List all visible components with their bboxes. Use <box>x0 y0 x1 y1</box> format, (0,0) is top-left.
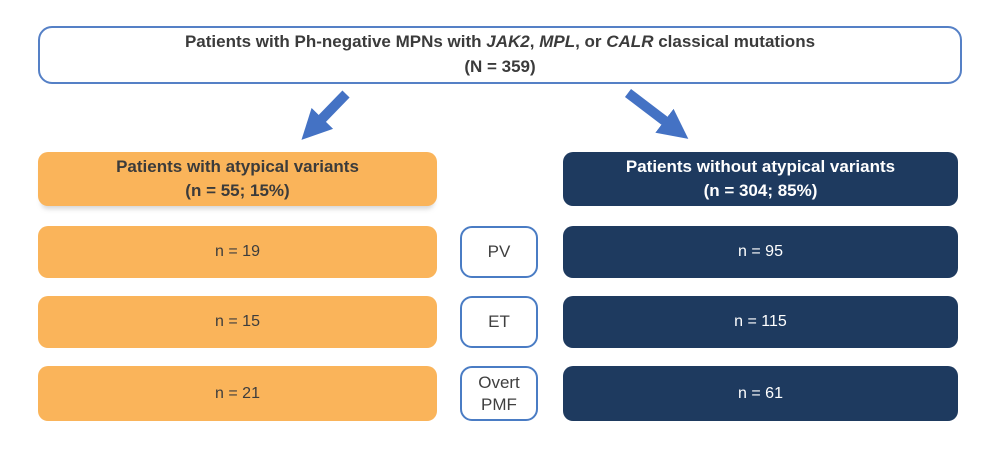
atypical-et-count: n = 15 <box>215 313 260 330</box>
without-atypical-et-count: n = 115 <box>734 313 787 330</box>
atypical-pv-count-box: n = 19 <box>38 226 437 278</box>
title-sep2: , or <box>575 32 607 52</box>
without-atypical-pv-count-box: n = 95 <box>563 226 958 278</box>
arrow-down-left-icon <box>301 90 350 140</box>
title-prefix: Patients with Ph-negative MPNs with <box>184 32 487 52</box>
without-atypical-header-count: (n = 304; 85%) <box>703 181 818 200</box>
arrow-down-right-icon <box>624 89 689 139</box>
root-node-title: Patients with Ph-negative MPNs with JAK2… <box>185 30 815 55</box>
et-label: ET <box>488 312 510 332</box>
root-node: Patients with Ph-negative MPNs with JAK2… <box>38 26 962 84</box>
without-atypical-pmf-count: n = 61 <box>738 384 783 402</box>
without-atypical-et-count-box: n = 115 <box>563 296 958 348</box>
atypical-pmf-count-box: n = 21 <box>38 366 437 421</box>
pv-label: PV <box>487 242 511 262</box>
without-atypical-variants-header: Patients without atypical variants (n = … <box>563 152 958 206</box>
title-suffix: classical mutations <box>653 32 816 52</box>
without-atypical-pmf-count-box: n = 61 <box>563 366 958 421</box>
disease-label-et: ET <box>460 296 538 348</box>
without-atypical-header-title: Patients without atypical variants <box>625 157 896 177</box>
atypical-variants-header: Patients with atypical variants (n = 55;… <box>38 152 437 206</box>
atypical-pmf-count: n = 21 <box>215 384 260 402</box>
disease-label-pv: PV <box>460 226 538 278</box>
root-node-count: (N = 359) <box>464 57 536 76</box>
atypical-pv-count: n = 19 <box>215 243 260 260</box>
gene-jak2: JAK2 <box>486 32 530 52</box>
overt-pmf-label: Overt PMF <box>478 373 520 414</box>
atypical-et-count-box: n = 15 <box>38 296 437 348</box>
title-sep1: , <box>529 32 540 52</box>
gene-mpl: MPL <box>539 32 576 52</box>
disease-label-overt-pmf: Overt PMF <box>460 366 538 421</box>
gene-calr: CALR <box>606 32 654 52</box>
without-atypical-pv-count: n = 95 <box>738 243 783 260</box>
atypical-header-count: (n = 55; 15%) <box>185 181 290 200</box>
atypical-header-title: Patients with atypical variants <box>116 157 359 177</box>
